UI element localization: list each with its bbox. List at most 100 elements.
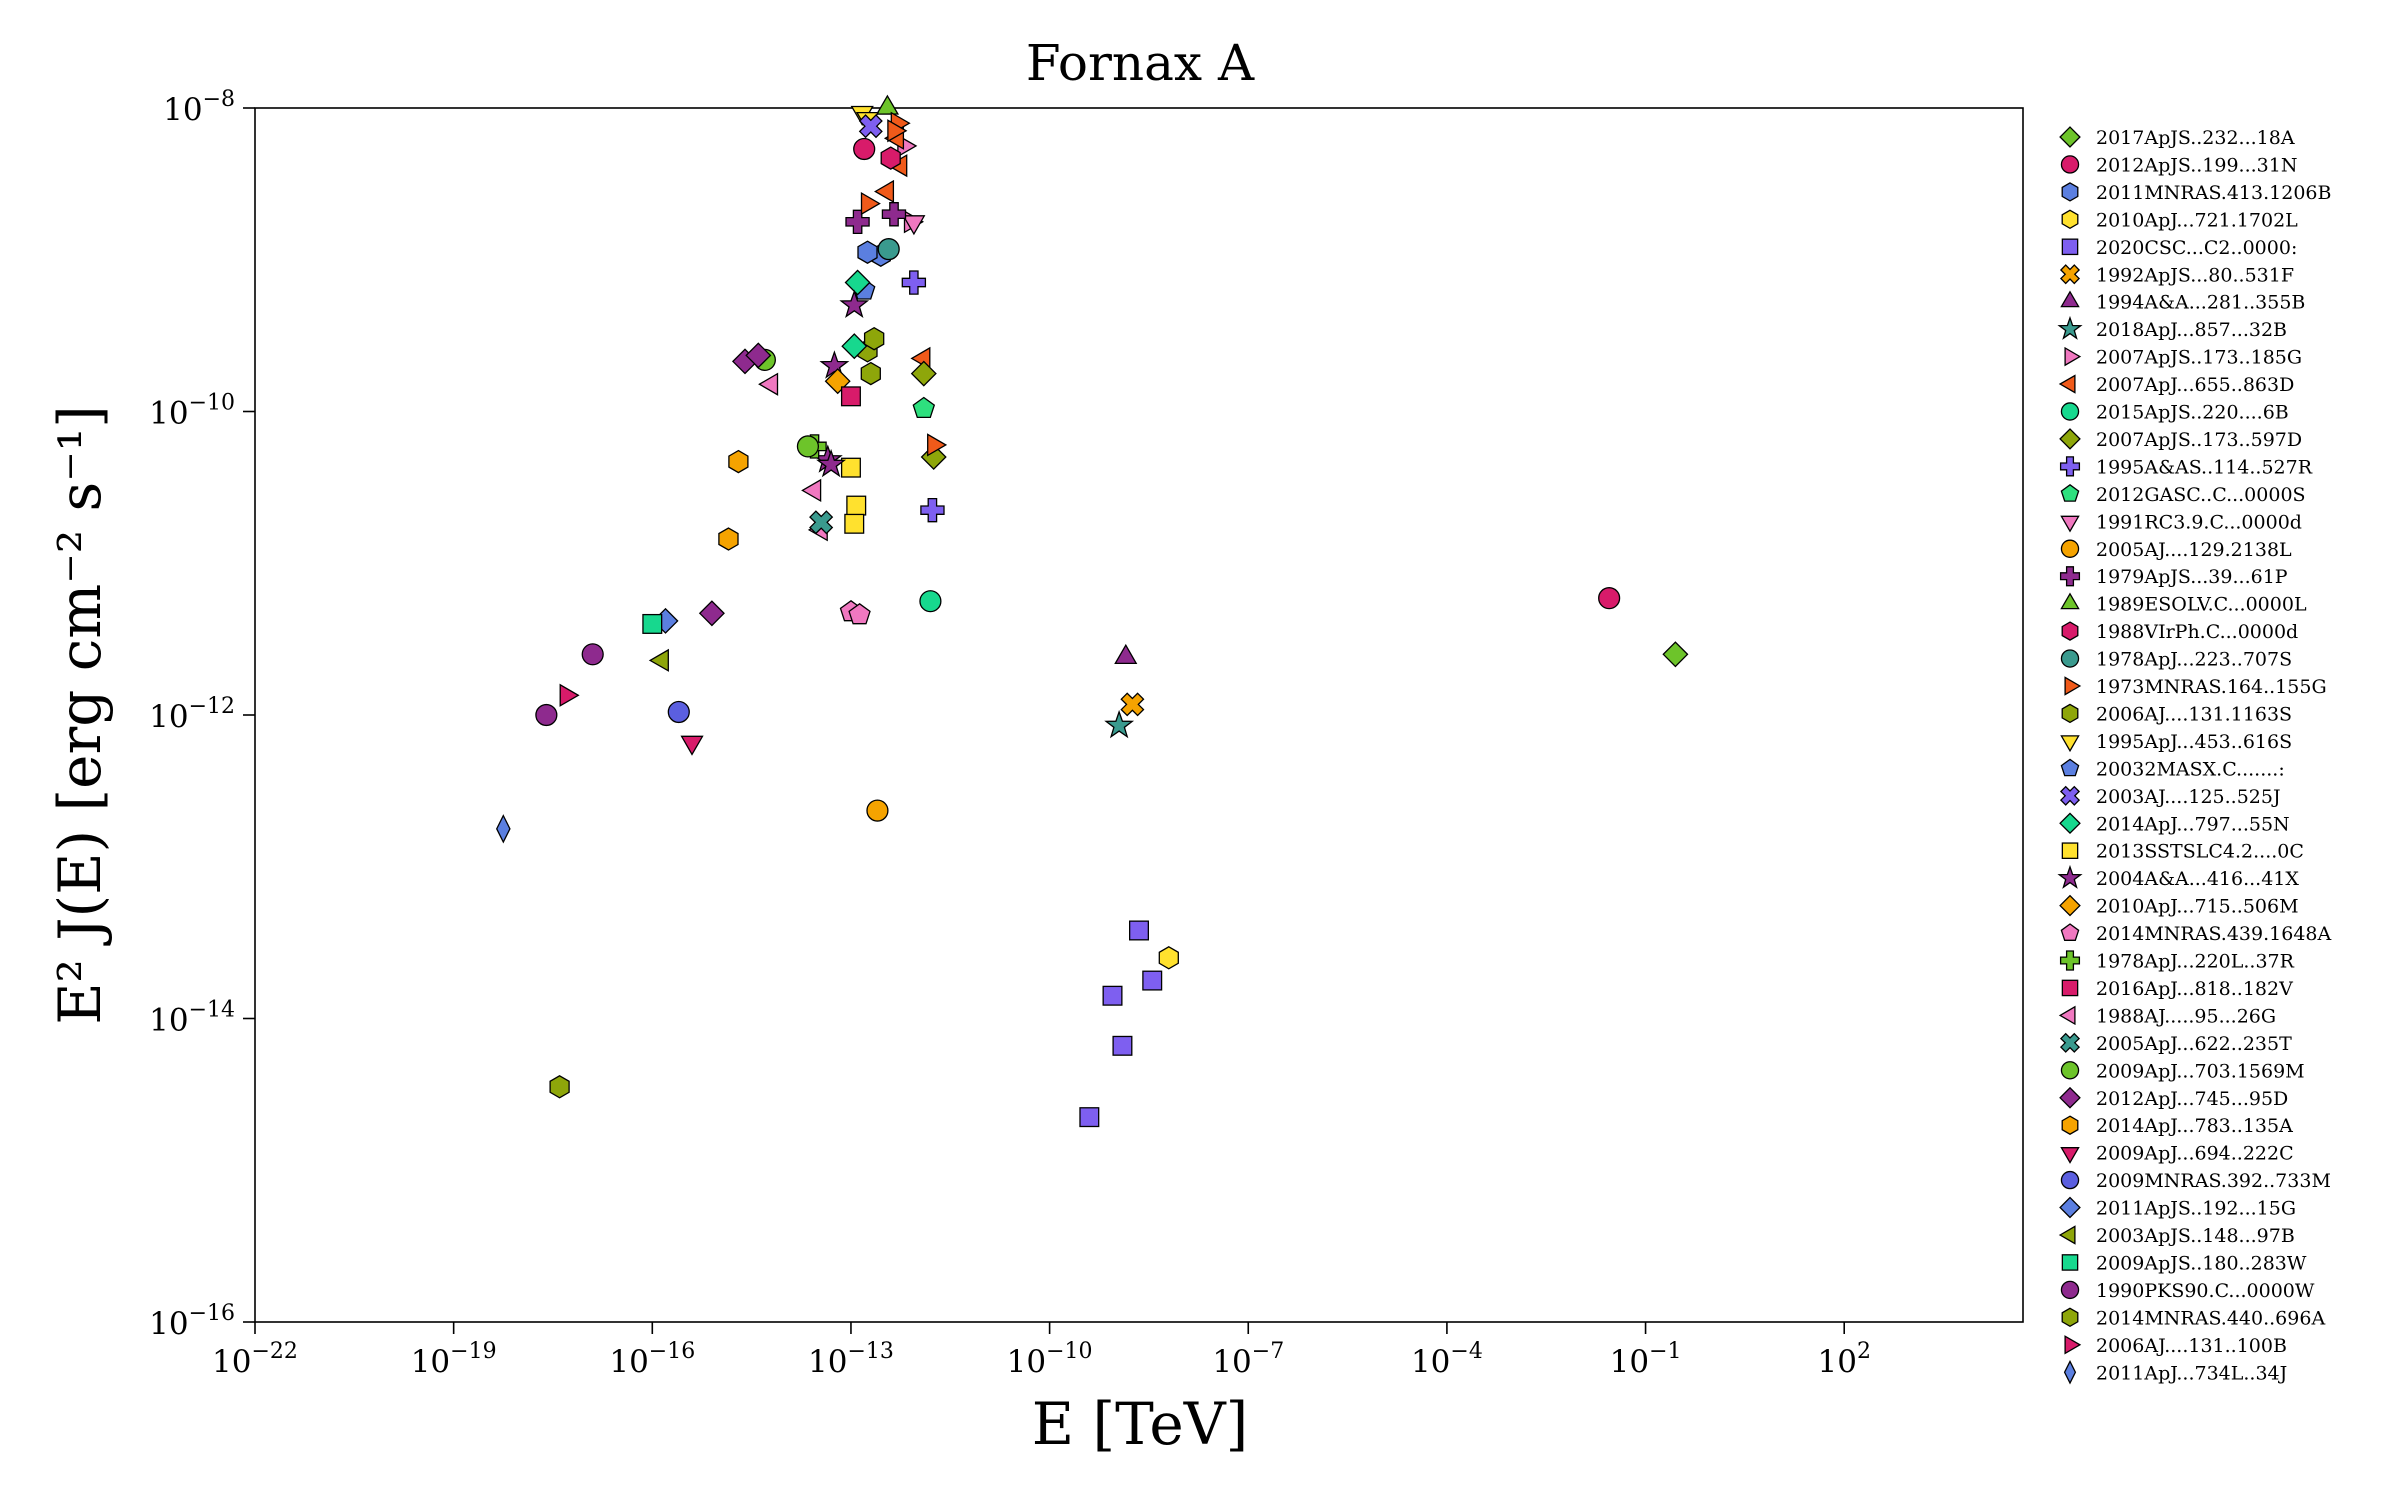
legend-entry: 2003AJ....125..525J bbox=[2096, 786, 2281, 808]
data-point bbox=[758, 372, 779, 396]
legend-entry: 2012GASC..C...0000S bbox=[2096, 484, 2306, 506]
legend-entry: 1973MNRAS.164..155G bbox=[2096, 676, 2327, 698]
chart-title: Fornax A bbox=[1026, 34, 1255, 92]
legend-marker bbox=[2064, 1335, 2082, 1355]
legend-entry: 20032MASX.C.......: bbox=[2096, 758, 2285, 780]
legend-marker bbox=[2061, 979, 2079, 997]
y-axis: 10−16 10−14 10−12 10−10 10−8 bbox=[149, 87, 255, 1342]
data-point bbox=[844, 513, 865, 534]
legend-entry: 2004A&A...416...41X bbox=[2096, 868, 2299, 890]
data-point bbox=[860, 361, 881, 386]
legend-entry: 1988VIrPh.C...0000d bbox=[2096, 621, 2298, 643]
legend-entry: 2011MNRAS.413.1206B bbox=[2096, 182, 2331, 204]
legend-entry: 2009ApJ...694..222C bbox=[2096, 1143, 2294, 1165]
data-point bbox=[841, 333, 868, 360]
data-point bbox=[1102, 985, 1123, 1006]
legend-marker bbox=[2061, 703, 2079, 724]
data-point bbox=[910, 360, 937, 387]
legend-marker bbox=[2061, 1307, 2079, 1328]
data-point bbox=[840, 386, 861, 407]
data-point bbox=[718, 527, 739, 551]
legend-entry: 2010ApJ...721.1702L bbox=[2096, 209, 2298, 231]
legend-marker bbox=[2060, 1170, 2080, 1190]
legend-entry: 2007ApJS..173..597D bbox=[2096, 429, 2302, 451]
x-tick-label: 10−19 bbox=[411, 1339, 497, 1380]
legend-marker bbox=[2057, 864, 2083, 889]
data-point bbox=[1158, 946, 1179, 970]
legend-entry: 2016ApJ...818..182V bbox=[2096, 978, 2293, 1000]
x-tick-label: 10−7 bbox=[1212, 1339, 1284, 1380]
legend-entry: 2020CSC...C2..0000: bbox=[2096, 237, 2297, 259]
legend-marker bbox=[2061, 1254, 2079, 1271]
legend-marker bbox=[2060, 649, 2080, 668]
legend-marker bbox=[2060, 155, 2080, 174]
data-point bbox=[1129, 920, 1150, 941]
legend-entry: 1991RC3.9.C...0000d bbox=[2096, 511, 2302, 533]
legend-marker bbox=[2058, 1225, 2076, 1245]
legend-entry: 2009ApJS..180..283W bbox=[2096, 1252, 2307, 1274]
y-tick-label: 10−16 bbox=[149, 1301, 235, 1342]
data-point bbox=[1598, 587, 1621, 610]
data-point bbox=[846, 495, 867, 516]
legend-entry: 2011ApJ...734L..34J bbox=[2096, 1362, 2287, 1384]
data-point bbox=[919, 590, 942, 613]
y-tick-label: 10−10 bbox=[149, 391, 235, 432]
y-tick-label: 10−14 bbox=[149, 998, 235, 1039]
legend-marker bbox=[2059, 894, 2081, 917]
legend-marker bbox=[2059, 428, 2081, 450]
legend-marker bbox=[2059, 126, 2081, 148]
legend-marker bbox=[2060, 539, 2080, 558]
legend-marker bbox=[2059, 264, 2081, 285]
legend-entry: 2009ApJ...703.1569M bbox=[2096, 1060, 2305, 1082]
legend-marker bbox=[2060, 290, 2080, 308]
legend-marker bbox=[2060, 483, 2080, 502]
legend-marker bbox=[2060, 1147, 2080, 1164]
legend-marker bbox=[2059, 785, 2081, 806]
legend-marker bbox=[2059, 812, 2081, 835]
data-point bbox=[816, 448, 847, 478]
legend-entry: 2005ApJ...622..235T bbox=[2096, 1033, 2292, 1055]
legend-entry: 2011ApJS..192...15G bbox=[2096, 1198, 2296, 1220]
legend-marker bbox=[2063, 1359, 2077, 1385]
legend-entry: 2003ApJS..148...97B bbox=[2096, 1225, 2295, 1247]
x-tick-label: 10−16 bbox=[609, 1339, 695, 1380]
data-point bbox=[1104, 709, 1135, 739]
legend-marker bbox=[2061, 182, 2079, 202]
legend-entry: 2009MNRAS.392..733M bbox=[2096, 1170, 2331, 1192]
legend-marker bbox=[2059, 566, 2081, 587]
data-point bbox=[844, 269, 871, 296]
x-tick-label: 102 bbox=[1817, 1339, 1870, 1380]
legend-entry: 1978ApJ...223..707S bbox=[2096, 649, 2292, 671]
data-point bbox=[877, 238, 900, 261]
legend-entry: 2015ApJS..220....6B bbox=[2096, 402, 2289, 424]
data-point bbox=[839, 289, 870, 319]
data-point bbox=[927, 433, 948, 457]
legend-entry: 1995ApJ...453..616S bbox=[2096, 731, 2292, 753]
legend-marker bbox=[2061, 209, 2079, 230]
data-point bbox=[848, 602, 871, 625]
data-point bbox=[860, 191, 881, 216]
legend-entry: 2012ApJ...745...95D bbox=[2096, 1088, 2288, 1110]
legend-entry: 2013SSTSLC4.2....0C bbox=[2096, 841, 2304, 863]
data-point bbox=[912, 396, 936, 419]
legend-marker bbox=[2061, 842, 2079, 859]
x-tick-label: 10−1 bbox=[1610, 1339, 1682, 1380]
data-point bbox=[901, 270, 927, 295]
data-point bbox=[902, 215, 926, 236]
data-point bbox=[559, 683, 580, 707]
data-point bbox=[875, 94, 900, 115]
data-point bbox=[1079, 1107, 1100, 1128]
data-point bbox=[642, 613, 663, 634]
legend-marker bbox=[2064, 676, 2082, 696]
legend-marker bbox=[2058, 374, 2076, 394]
legend-entry: 2005AJ....129.2138L bbox=[2096, 539, 2292, 561]
data-point bbox=[667, 700, 690, 724]
y-tick-label: 10−12 bbox=[149, 694, 235, 735]
legend-entry: 1995A&AS..114..527R bbox=[2096, 456, 2313, 478]
legend-entry: 2014ApJ...783..135A bbox=[2096, 1115, 2293, 1137]
data-point bbox=[845, 209, 870, 235]
legend-marker bbox=[2059, 1086, 2081, 1109]
legend-entry: 1989ESOLV.C...0000L bbox=[2096, 594, 2307, 616]
legend-marker bbox=[2060, 402, 2080, 421]
